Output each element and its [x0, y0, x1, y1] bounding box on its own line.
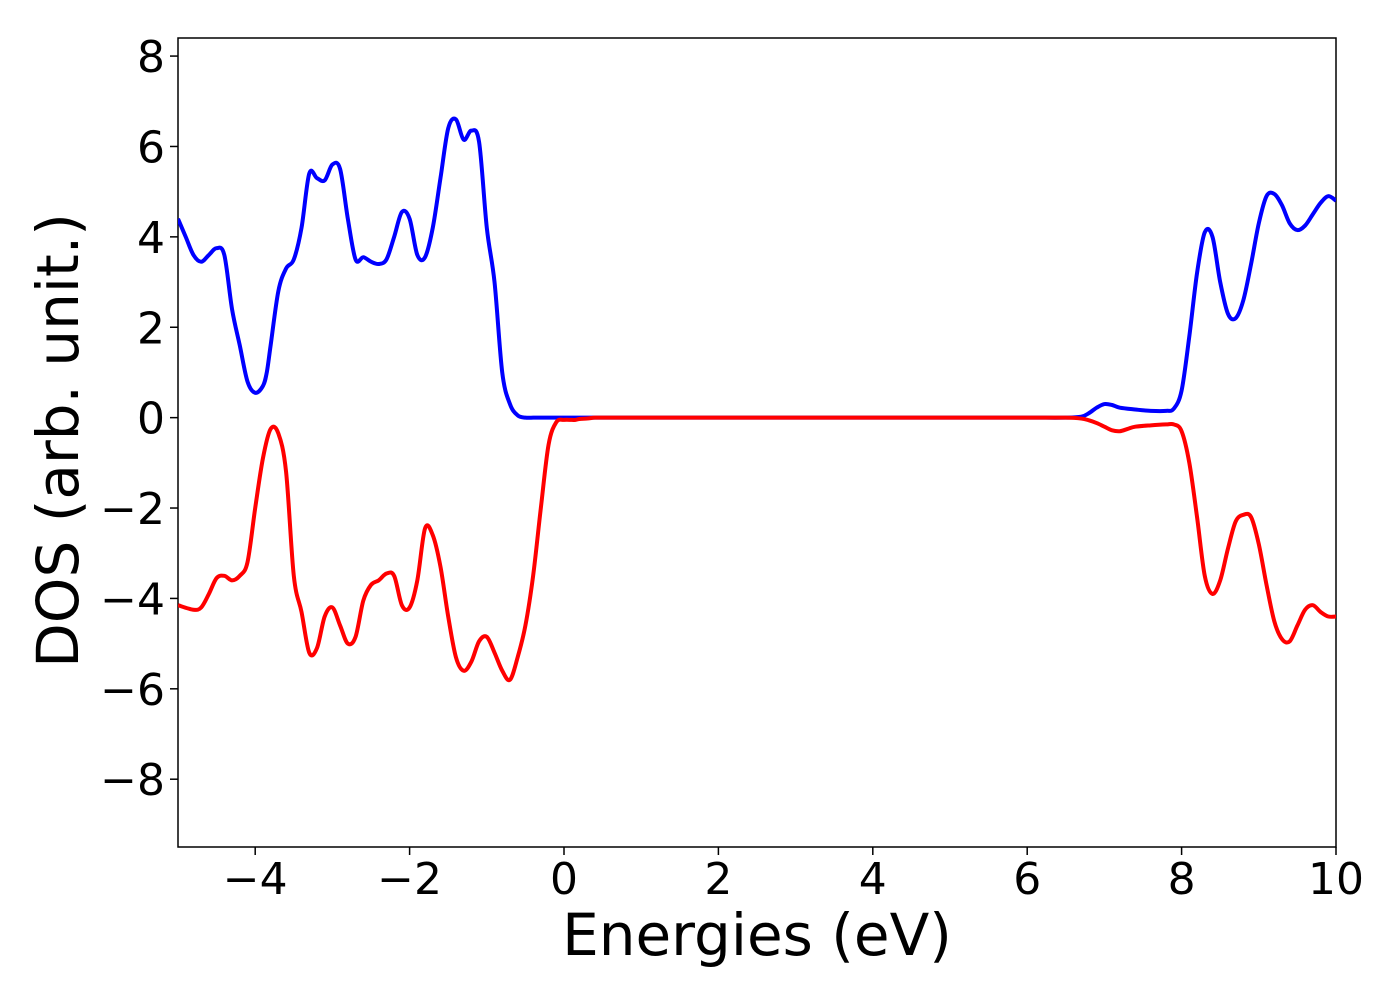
plot-area	[177, 37, 1337, 848]
plot-frame	[177, 37, 1337, 848]
y-axis-label: DOS (arb. unit.)	[24, 213, 92, 668]
series-line-red	[178, 415, 1336, 683]
y-tick-label: 4	[137, 213, 165, 264]
x-tick-label: 0	[550, 854, 578, 905]
x-tick-label: 2	[704, 854, 732, 905]
x-tick-label: 4	[859, 854, 887, 905]
y-tick-label: −8	[100, 755, 165, 806]
y-tick-label: 0	[137, 394, 165, 445]
ticks-layer: −4 −2 0 2 4 6 8 10 −8 −6 −4 −2 0 2 4 6 8	[100, 32, 1364, 905]
y-tick-label: −4	[100, 574, 165, 625]
y-tick-label: 6	[137, 122, 165, 173]
y-tick-label: −6	[100, 665, 165, 716]
series-line-blue	[178, 116, 1336, 420]
x-tick-label: −4	[223, 854, 288, 905]
x-tick-label: 8	[1168, 854, 1196, 905]
y-tick-label: 8	[137, 32, 165, 83]
series-layer	[178, 116, 1336, 683]
x-tick-label: 6	[1013, 854, 1041, 905]
y-tick-label: −2	[100, 484, 165, 535]
y-tick-label: 2	[137, 303, 165, 354]
x-tick-label: 10	[1308, 854, 1364, 905]
x-tick-label: −2	[377, 854, 442, 905]
x-axis-label: Energies (eV)	[562, 901, 952, 969]
